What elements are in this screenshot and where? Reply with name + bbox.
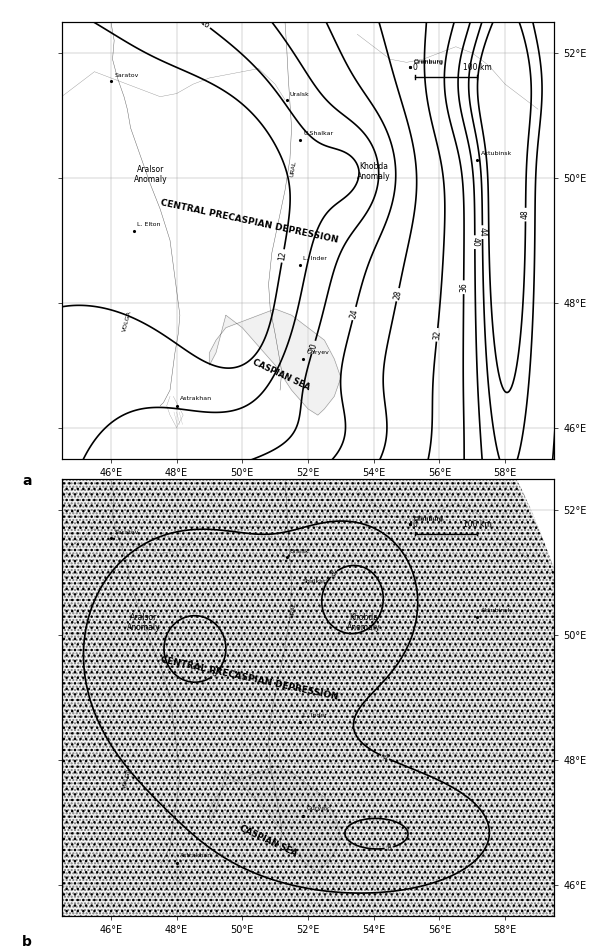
Text: CASPIAN SEA: CASPIAN SEA — [251, 358, 312, 392]
Text: URAL: URAL — [290, 160, 297, 177]
Text: 8: 8 — [329, 569, 338, 579]
Text: Aralsor
Anomaly: Aralsor Anomaly — [127, 613, 161, 632]
Text: 100 km: 100 km — [463, 63, 492, 73]
Text: CASPIAN SEA: CASPIAN SEA — [238, 824, 299, 858]
Text: Orenburg: Orenburg — [413, 61, 443, 65]
Text: Khobda
Anomaly: Khobda Anomaly — [357, 162, 391, 182]
Text: Guryev: Guryev — [306, 349, 329, 355]
Text: Uralsk: Uralsk — [290, 549, 310, 553]
Text: 28: 28 — [392, 289, 403, 300]
Text: Saratov: Saratov — [114, 530, 139, 534]
Text: VOLGA: VOLGA — [122, 310, 132, 333]
Text: Aralsor
Anomaly: Aralsor Anomaly — [134, 165, 167, 184]
Text: 20: 20 — [308, 342, 319, 353]
Text: 36: 36 — [459, 282, 468, 292]
Text: 100 km: 100 km — [463, 520, 492, 530]
Text: L. Inder: L. Inder — [303, 712, 327, 718]
Text: 8: 8 — [386, 843, 392, 852]
Text: Guryev: Guryev — [306, 806, 329, 812]
Text: 44: 44 — [478, 227, 487, 237]
Text: Orenburg: Orenburg — [413, 517, 443, 521]
Text: VOLGA: VOLGA — [122, 767, 132, 790]
Text: Orenburg: Orenburg — [413, 517, 443, 522]
Text: 0: 0 — [412, 63, 417, 73]
Text: Orenburg: Orenburg — [413, 60, 443, 64]
Text: 40: 40 — [470, 237, 479, 247]
Text: 16: 16 — [198, 17, 211, 30]
Text: URAL: URAL — [290, 602, 297, 619]
Text: Shalkar: Shalkar — [303, 579, 326, 584]
Text: 24: 24 — [349, 307, 360, 320]
Text: 8: 8 — [210, 669, 220, 679]
Polygon shape — [209, 309, 341, 415]
Text: 40: 40 — [565, 0, 575, 5]
Text: L. Elton: L. Elton — [137, 221, 161, 226]
Text: a: a — [22, 474, 31, 488]
Text: 40: 40 — [553, 253, 562, 262]
Text: U.Shalkar: U.Shalkar — [303, 131, 333, 136]
Text: L. Inder: L. Inder — [303, 255, 327, 261]
Text: 0: 0 — [412, 520, 417, 530]
Text: CENTRAL PRECASPIAN DEPRESSION: CENTRAL PRECASPIAN DEPRESSION — [159, 656, 339, 702]
Text: 12: 12 — [278, 251, 288, 261]
Text: Saratov: Saratov — [114, 73, 139, 78]
Text: CENTRAL PRECASPIAN DEPRESSION: CENTRAL PRECASPIAN DEPRESSION — [159, 199, 339, 245]
Text: Khobda
Anomaly: Khobda Anomaly — [347, 613, 381, 632]
Text: Aktubinsk: Aktubinsk — [480, 608, 512, 613]
Text: Uralsk: Uralsk — [290, 92, 310, 96]
Text: 40: 40 — [565, 466, 574, 476]
Text: 32: 32 — [432, 329, 442, 340]
Text: Astrakhan: Astrakhan — [180, 396, 212, 401]
Text: b: b — [22, 936, 32, 946]
Text: 4: 4 — [381, 752, 389, 762]
Text: Aktubinsk: Aktubinsk — [480, 151, 512, 156]
Polygon shape — [209, 766, 341, 872]
Text: Astrakhan: Astrakhan — [180, 853, 212, 858]
Text: 48: 48 — [521, 210, 530, 219]
